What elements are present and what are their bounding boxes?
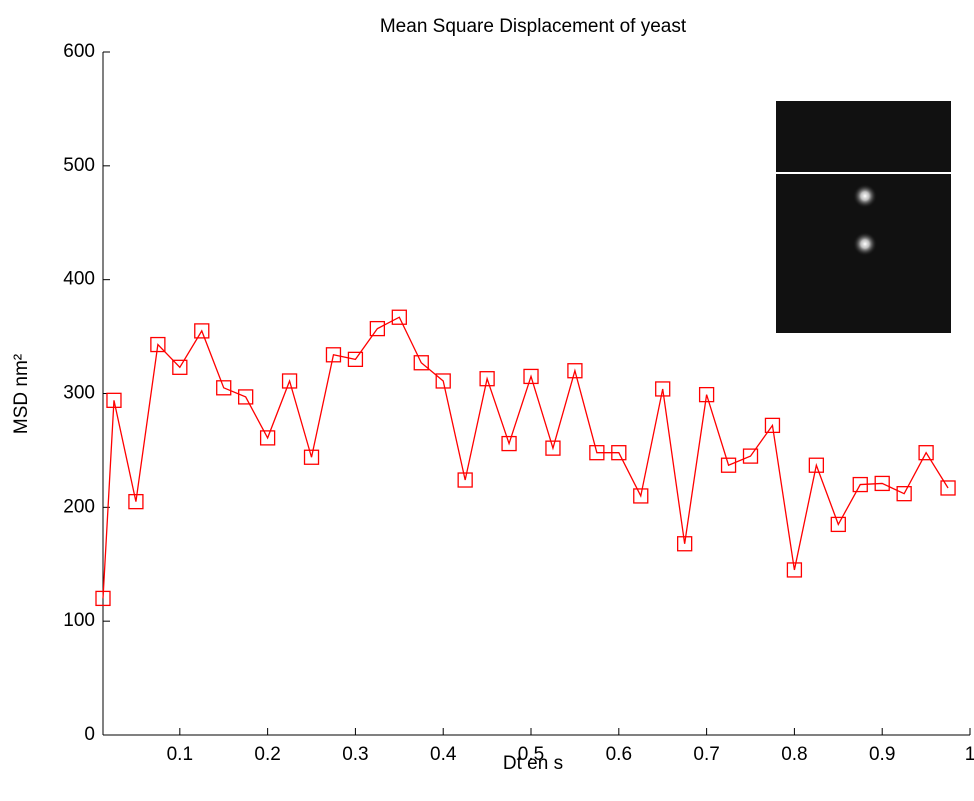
data-point: [347, 351, 364, 368]
data-point: [742, 448, 759, 464]
data-point: [457, 472, 473, 488]
data-point: [150, 336, 166, 353]
data-point: [369, 320, 386, 337]
data-point: [874, 475, 890, 492]
data-point: [786, 562, 803, 578]
data-point: [413, 355, 429, 371]
data-point: [523, 368, 539, 385]
data-point: [303, 449, 320, 465]
y-tick-label: 100: [63, 610, 95, 631]
x-tick-label: 0.5: [518, 744, 544, 765]
data-point: [720, 457, 737, 473]
data-point: [172, 359, 188, 375]
y-tick-label: 0: [84, 724, 95, 745]
data-point: [698, 386, 715, 403]
data-point: [808, 457, 825, 473]
data-point: [655, 381, 671, 397]
data-point: [238, 389, 254, 405]
data-point: [830, 516, 846, 533]
data-point: [391, 309, 407, 325]
data-point: [918, 445, 934, 461]
data-point: [589, 445, 605, 461]
y-tick-label: 400: [63, 269, 95, 290]
y-tick-label: 600: [63, 41, 95, 62]
data-point: [633, 488, 649, 504]
x-tick-label: 0.9: [869, 744, 895, 765]
data-point: [940, 480, 956, 496]
x-tick-label: 0.4: [430, 744, 457, 765]
y-tick-label: 300: [63, 383, 95, 404]
data-point: [567, 363, 583, 379]
data-point: [106, 392, 122, 408]
data-point: [435, 373, 451, 389]
data-point: [259, 430, 276, 446]
y-tick-label: 500: [63, 155, 95, 176]
data-point: [896, 486, 912, 502]
inset-image: [776, 101, 951, 333]
x-tick-label: 0.7: [693, 744, 719, 765]
x-tick-label: 0.3: [342, 744, 368, 765]
data-point: [95, 590, 111, 607]
data-line: [102, 316, 949, 599]
data-point: [216, 380, 232, 396]
chart-title: Mean Square Displacement of yeast: [380, 16, 687, 37]
data-point: [479, 371, 495, 387]
x-tick-label: 1: [965, 744, 974, 765]
x-tick-label: 0.6: [606, 744, 632, 765]
y-tick-label: 200: [63, 496, 95, 517]
x-tick-label: 0.2: [254, 744, 280, 765]
data-point: [128, 493, 144, 510]
data-point: [325, 347, 342, 363]
data-point: [501, 435, 517, 452]
x-tick-label: 0.1: [167, 744, 193, 765]
data-point: [194, 323, 210, 339]
data-point: [545, 440, 561, 456]
x-axis-label: Dt en s: [503, 753, 563, 774]
data-point: [764, 417, 781, 434]
data-point: [677, 536, 693, 552]
data-point: [281, 373, 298, 389]
data-point: [611, 445, 627, 461]
data-point: [852, 476, 868, 493]
y-axis-label: MSD nm²: [11, 354, 32, 434]
x-tick-label: 0.8: [781, 744, 807, 765]
